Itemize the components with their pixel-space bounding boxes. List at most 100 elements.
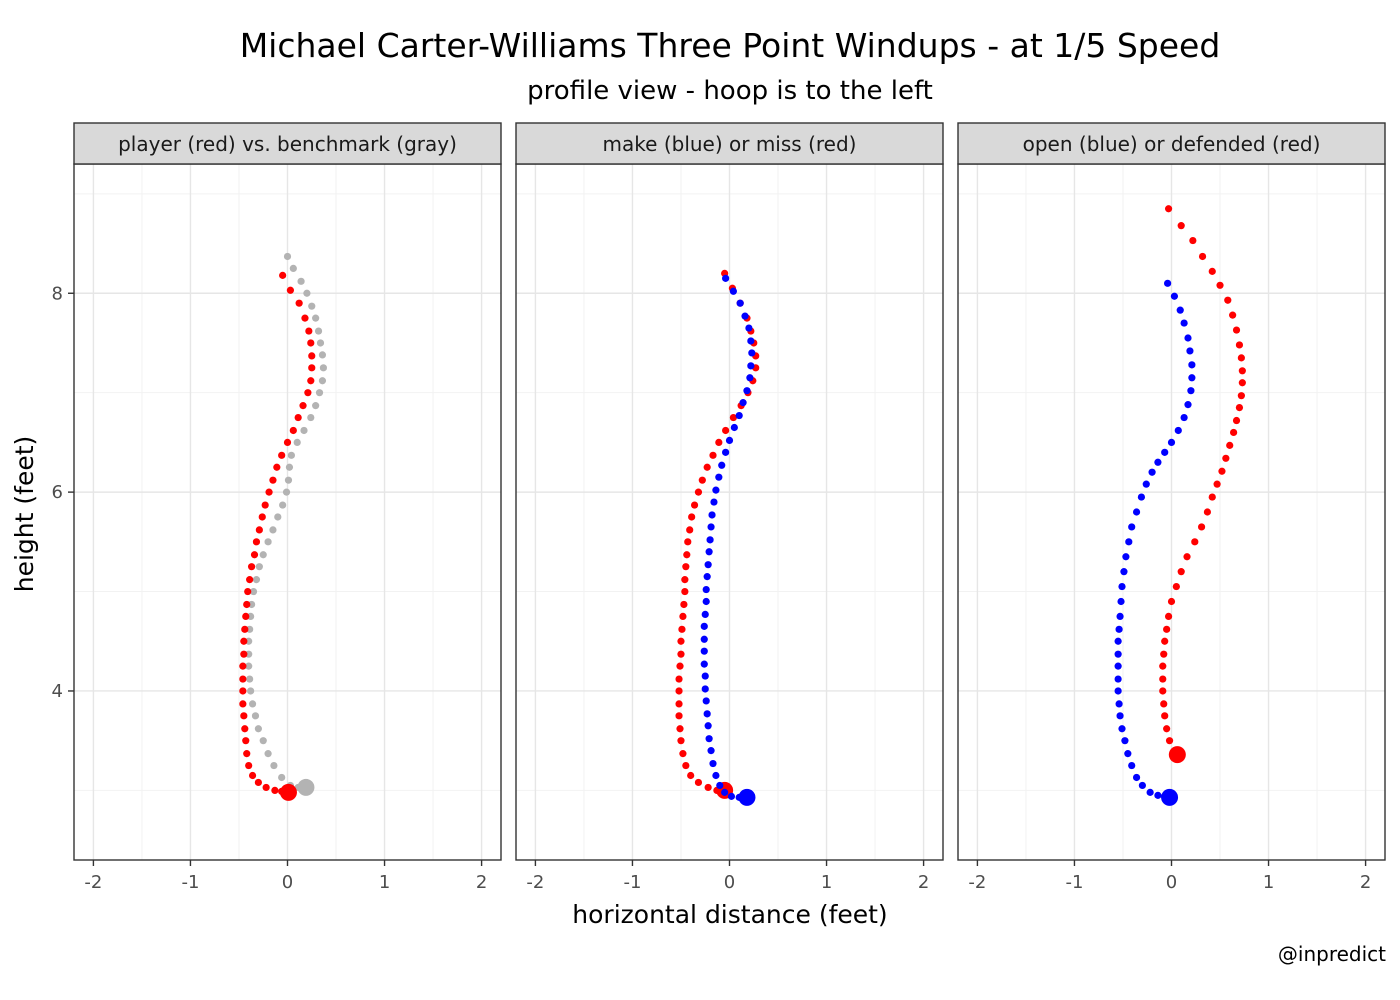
- data-point: [243, 750, 251, 758]
- data-point: [255, 563, 263, 571]
- data-point: [705, 548, 713, 556]
- series-2: [700, 274, 756, 806]
- data-point: [314, 327, 323, 335]
- data-point: [688, 513, 696, 521]
- data-point: [704, 561, 712, 569]
- x-axis-label: horizontal distance (feet): [572, 900, 887, 929]
- x-tick-label: -2: [526, 872, 544, 893]
- data-point: [246, 576, 254, 584]
- x-tick-label: 0: [1166, 872, 1177, 893]
- data-point: [1218, 467, 1226, 475]
- data-point: [709, 759, 717, 768]
- data-point: [1222, 454, 1230, 462]
- data-point: [1159, 662, 1167, 670]
- data-point: [704, 722, 712, 730]
- data-point: [676, 662, 684, 670]
- series-2: [1114, 279, 1196, 806]
- data-point: [743, 387, 751, 395]
- data-point: [694, 488, 703, 496]
- data-point: [729, 287, 737, 295]
- data-point: [286, 286, 295, 294]
- data-point: [1146, 788, 1154, 796]
- data-point: [748, 349, 756, 357]
- chart-subtitle: profile view - hoop is to the left: [527, 76, 933, 106]
- data-point: [675, 700, 683, 708]
- chart-title: Michael Carter-Williams Three Point Wind…: [239, 26, 1221, 65]
- data-point: [677, 650, 685, 658]
- data-point: [1160, 650, 1168, 658]
- data-point: [708, 511, 716, 519]
- data-point: [1216, 281, 1224, 289]
- data-point: [269, 526, 277, 534]
- data-point: [255, 526, 263, 534]
- data-point: [1128, 761, 1136, 770]
- data-point: [312, 314, 320, 322]
- data-point: [746, 374, 754, 382]
- data-point: [282, 488, 291, 496]
- data-point: [722, 274, 730, 282]
- data-point: [265, 488, 273, 496]
- data-point: [1180, 319, 1188, 327]
- data-point: [701, 610, 709, 619]
- data-point: [1159, 687, 1167, 695]
- data-point: [1114, 662, 1122, 670]
- data-point: [704, 783, 712, 792]
- data-point: [307, 413, 315, 422]
- data-point: [716, 781, 724, 790]
- data-point: [284, 476, 293, 484]
- data-point: [1235, 341, 1244, 349]
- x-tick-label: -1: [1065, 872, 1083, 893]
- data-point: [274, 513, 282, 521]
- start-point-marker: [1168, 746, 1186, 764]
- facet-strip: [957, 122, 1386, 165]
- data-point: [279, 271, 287, 279]
- data-point: [259, 737, 267, 745]
- data-point: [1238, 367, 1246, 375]
- data-point: [264, 538, 272, 546]
- data-point: [242, 612, 250, 621]
- facet-strip: [515, 122, 944, 165]
- data-point: [1177, 568, 1185, 576]
- data-point: [1161, 637, 1169, 645]
- data-point: [702, 585, 710, 594]
- data-point: [250, 551, 259, 559]
- data-point: [1167, 597, 1176, 606]
- data-point: [1164, 612, 1173, 621]
- y-tick-label: 6: [52, 482, 63, 503]
- data-point: [701, 672, 709, 680]
- data-point: [1176, 306, 1184, 314]
- data-point: [246, 675, 254, 683]
- data-point: [240, 712, 248, 720]
- series-1: [1159, 205, 1246, 764]
- data-point: [1183, 553, 1191, 561]
- data-point: [1148, 468, 1156, 476]
- data-point: [679, 612, 687, 621]
- data-point: [304, 389, 312, 397]
- data-point: [1137, 493, 1146, 501]
- data-point: [279, 501, 287, 509]
- data-point: [684, 538, 692, 546]
- data-point: [703, 573, 711, 581]
- data-point: [244, 587, 252, 596]
- data-point: [721, 788, 729, 796]
- data-point: [735, 411, 743, 420]
- data-point: [301, 314, 309, 322]
- data-point: [293, 438, 301, 446]
- data-point: [1174, 426, 1182, 435]
- data-point: [1188, 361, 1196, 369]
- data-point: [1124, 750, 1132, 758]
- data-point: [698, 476, 706, 484]
- x-tick-label: -1: [181, 872, 199, 893]
- data-point: [240, 650, 248, 658]
- start-point-marker: [738, 788, 756, 806]
- start-point-marker: [1161, 788, 1179, 806]
- data-point: [1122, 553, 1130, 561]
- data-point: [1184, 401, 1192, 409]
- data-point: [729, 413, 737, 422]
- data-point: [683, 551, 691, 559]
- data-point: [1197, 523, 1206, 531]
- data-point: [747, 337, 755, 345]
- data-point: [1132, 508, 1141, 516]
- data-point: [1232, 326, 1241, 334]
- data-point: [1120, 568, 1128, 576]
